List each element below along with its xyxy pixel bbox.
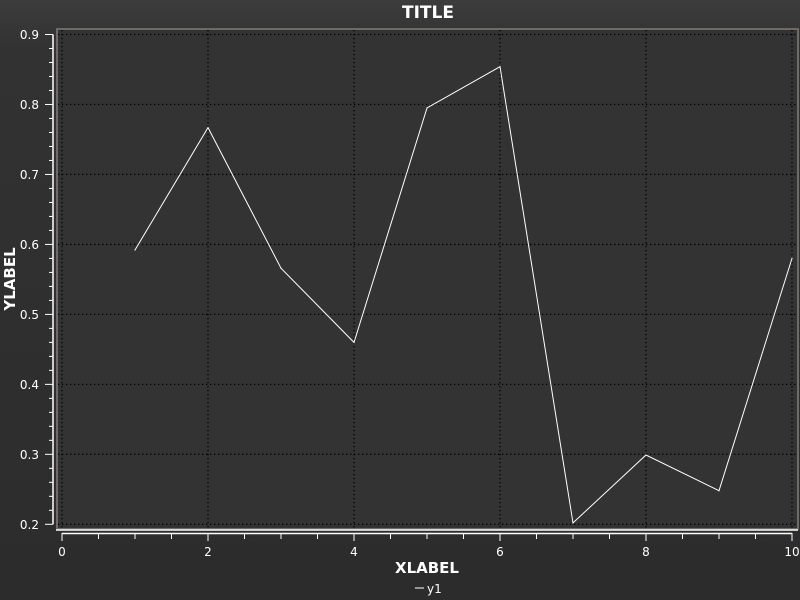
data-point bbox=[280, 267, 282, 269]
data-point bbox=[645, 454, 647, 456]
data-point bbox=[499, 66, 501, 68]
grid bbox=[58, 30, 797, 528]
x-tick-label: 8 bbox=[642, 545, 650, 559]
x-tick-label: 2 bbox=[204, 545, 212, 559]
series-group bbox=[134, 65, 793, 524]
y-tick-label: 0.4 bbox=[20, 378, 39, 392]
plot-area bbox=[56, 28, 799, 530]
x-tick-label: 10 bbox=[784, 545, 799, 559]
y-tick-label: 0.5 bbox=[20, 308, 39, 322]
data-point bbox=[791, 257, 793, 260]
y-axis-label: YLABEL bbox=[1, 247, 19, 312]
y-tick-label: 0.9 bbox=[20, 28, 39, 42]
legend: y1 bbox=[415, 582, 442, 596]
x-tick-label: 4 bbox=[350, 545, 358, 559]
x-tick-label: 6 bbox=[496, 545, 504, 559]
x-axis-label: XLABEL bbox=[395, 559, 459, 577]
data-point bbox=[572, 522, 574, 524]
chart-title: TITLE bbox=[402, 3, 454, 23]
data-point bbox=[718, 490, 720, 492]
y-tick-label: 0.6 bbox=[20, 238, 39, 252]
y-tick-label: 0.2 bbox=[20, 518, 39, 532]
legend-label-y1: y1 bbox=[427, 582, 442, 596]
data-point bbox=[426, 107, 428, 109]
data-point bbox=[207, 126, 209, 129]
axes: 0.2 0.3 0.4 0.5 0.6 0.7 0.8 0.9 0 2 4 6 8 10 bbox=[20, 28, 800, 559]
y-tick-label: 0.3 bbox=[20, 448, 39, 462]
y-tick-label: 0.7 bbox=[20, 168, 39, 182]
data-point bbox=[134, 249, 136, 251]
data-point bbox=[353, 341, 355, 343]
y-tick-label: 0.8 bbox=[20, 98, 39, 112]
series-line-y1 bbox=[134, 65, 793, 524]
x-tick-label: 0 bbox=[58, 545, 66, 559]
